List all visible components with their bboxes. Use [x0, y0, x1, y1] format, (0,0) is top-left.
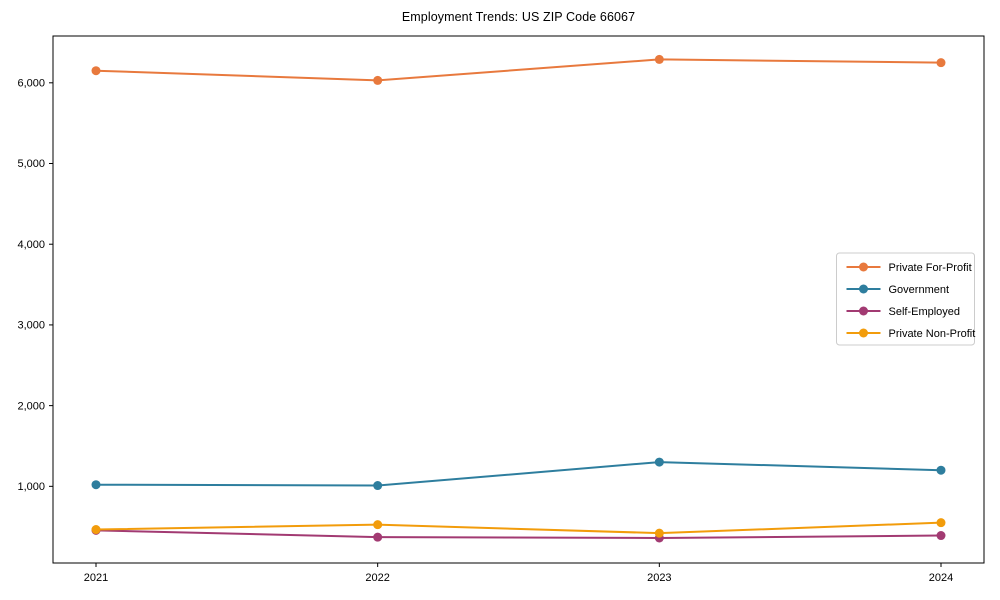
series-marker-private-non-profit [373, 520, 383, 530]
series-marker-private-for-profit [373, 75, 383, 85]
series-marker-private-for-profit [654, 54, 664, 64]
x-tick-label: 2023 [647, 572, 671, 584]
y-tick-label: 3,000 [17, 320, 45, 332]
series-line-private-for-profit [95, 58, 942, 82]
series-line-self-employed [95, 529, 942, 539]
series-marker-private-non-profit [936, 518, 946, 528]
chart-title: Employment Trends: US ZIP Code 66067 [401, 10, 636, 24]
y-tick-label: 4,000 [17, 239, 45, 251]
x-tick-label: 2022 [365, 572, 389, 584]
series-marker-private-for-profit [936, 58, 946, 68]
series-marker-self-employed [373, 532, 383, 542]
y-tick-label: 1,000 [17, 481, 45, 493]
y-tick-label: 5,000 [17, 158, 45, 170]
series-marker-private-non-profit [654, 528, 664, 538]
series-marker-government [373, 481, 383, 491]
legend-label-government: Government [889, 284, 950, 296]
series-marker-private-non-profit [91, 525, 101, 535]
series-line-government [95, 461, 942, 487]
legend-label-private-for-profit: Private For-Profit [889, 262, 972, 274]
legend-label-self-employed: Self-Employed [889, 306, 961, 318]
legend-marker-dot-government [859, 284, 868, 294]
x-tick-label: 2021 [84, 572, 108, 584]
series-marker-private-for-profit [91, 66, 101, 76]
plot-frame [52, 35, 985, 564]
x-tick-label: 2024 [929, 572, 953, 584]
legend-box [836, 252, 975, 346]
series-marker-government [91, 480, 101, 490]
series-line-private-non-profit [95, 521, 942, 535]
legend-marker-dot-self-employed [859, 306, 868, 316]
legend: Private For-Profit Government Self-Employe… [836, 252, 976, 346]
legend-marker-dot-private-non-profit [859, 328, 868, 338]
series-marker-government [654, 457, 664, 467]
series-marker-government [936, 465, 946, 475]
legend-label-private-non-profit: Private Non-Profit [889, 328, 976, 340]
y-tick-label: 2,000 [17, 400, 45, 412]
y-tick-label: 6,000 [17, 78, 45, 90]
legend-marker-dot-private-for-profit [859, 262, 868, 272]
series-marker-self-employed [936, 531, 946, 541]
